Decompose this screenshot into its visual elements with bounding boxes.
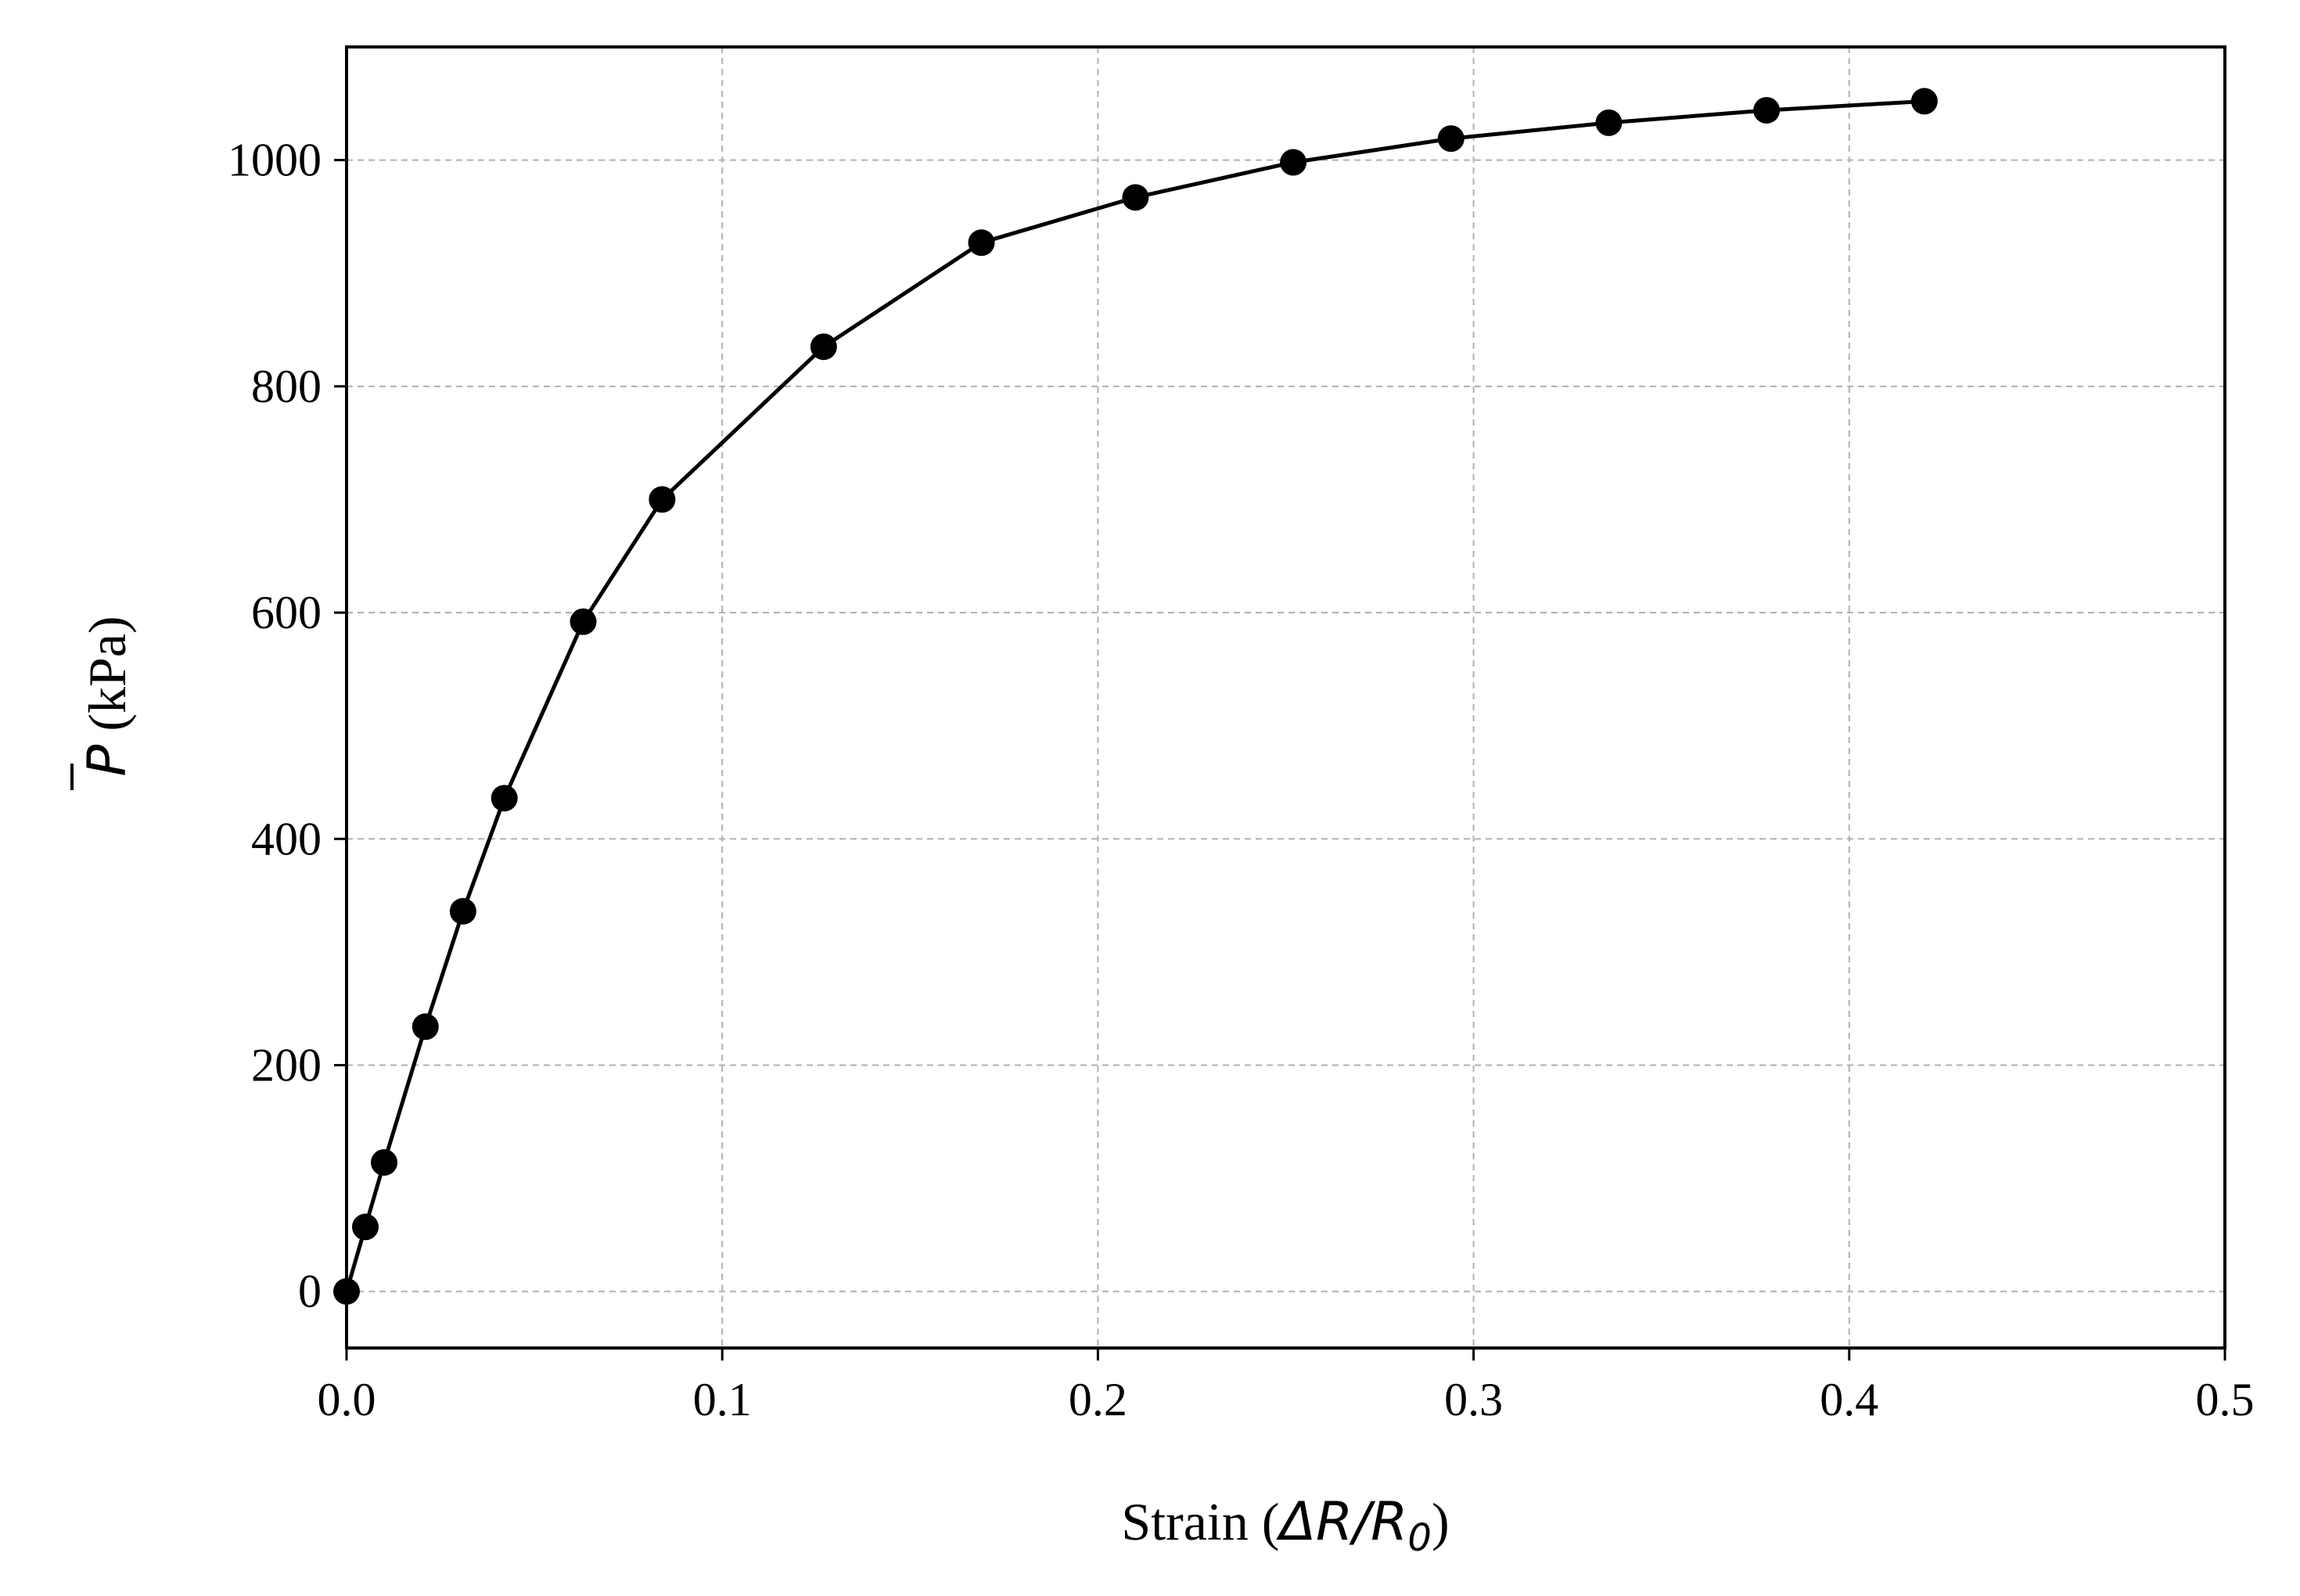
y-tick-label: 1000 xyxy=(228,135,322,186)
series-line xyxy=(344,99,1924,1292)
x-tick-label: 0.1 xyxy=(693,1374,752,1425)
data-point xyxy=(1910,88,1938,115)
x-tick-label: 0.3 xyxy=(1444,1374,1503,1425)
y-axis-title: P (kPa) xyxy=(70,616,138,790)
data-point xyxy=(352,1213,379,1241)
x-axis-title: Strain (ΔR/R0) xyxy=(1121,1491,1449,1560)
data-point xyxy=(449,897,476,925)
data-point xyxy=(1280,149,1307,176)
data-point xyxy=(1753,96,1781,124)
data-point xyxy=(1437,125,1464,153)
y-tick-label: 400 xyxy=(251,813,322,864)
y-tick-label: 800 xyxy=(251,361,322,412)
data-point xyxy=(810,333,837,361)
svg-text:P (kPa): P (kPa) xyxy=(77,616,138,776)
x-tick-label: 0.2 xyxy=(1069,1374,1127,1425)
data-point xyxy=(1595,109,1623,136)
x-tick-label: 0.0 xyxy=(318,1374,376,1425)
data-point xyxy=(371,1148,398,1176)
plot-frame xyxy=(345,45,2226,1350)
data-point xyxy=(570,608,597,635)
y-tick-labels: 0 200 400 600 800 1000 xyxy=(228,135,322,1317)
y-tick-label: 600 xyxy=(251,587,322,638)
grid xyxy=(347,47,2225,1348)
x-tick-label: 0.4 xyxy=(1820,1374,1878,1425)
ticks xyxy=(334,159,2226,1361)
data-point xyxy=(491,785,518,812)
data-point xyxy=(649,486,676,513)
x-tick-labels: 0.0 0.1 0.2 0.3 0.4 0.5 xyxy=(318,1374,2255,1425)
y-tick-label: 200 xyxy=(251,1039,322,1091)
series-layer xyxy=(333,88,1938,1305)
y-tick-label: 0 xyxy=(298,1266,322,1317)
data-point xyxy=(968,229,995,257)
data-point xyxy=(411,1013,439,1041)
x-tick-label: 0.5 xyxy=(2196,1374,2255,1425)
data-point xyxy=(1122,184,1149,211)
